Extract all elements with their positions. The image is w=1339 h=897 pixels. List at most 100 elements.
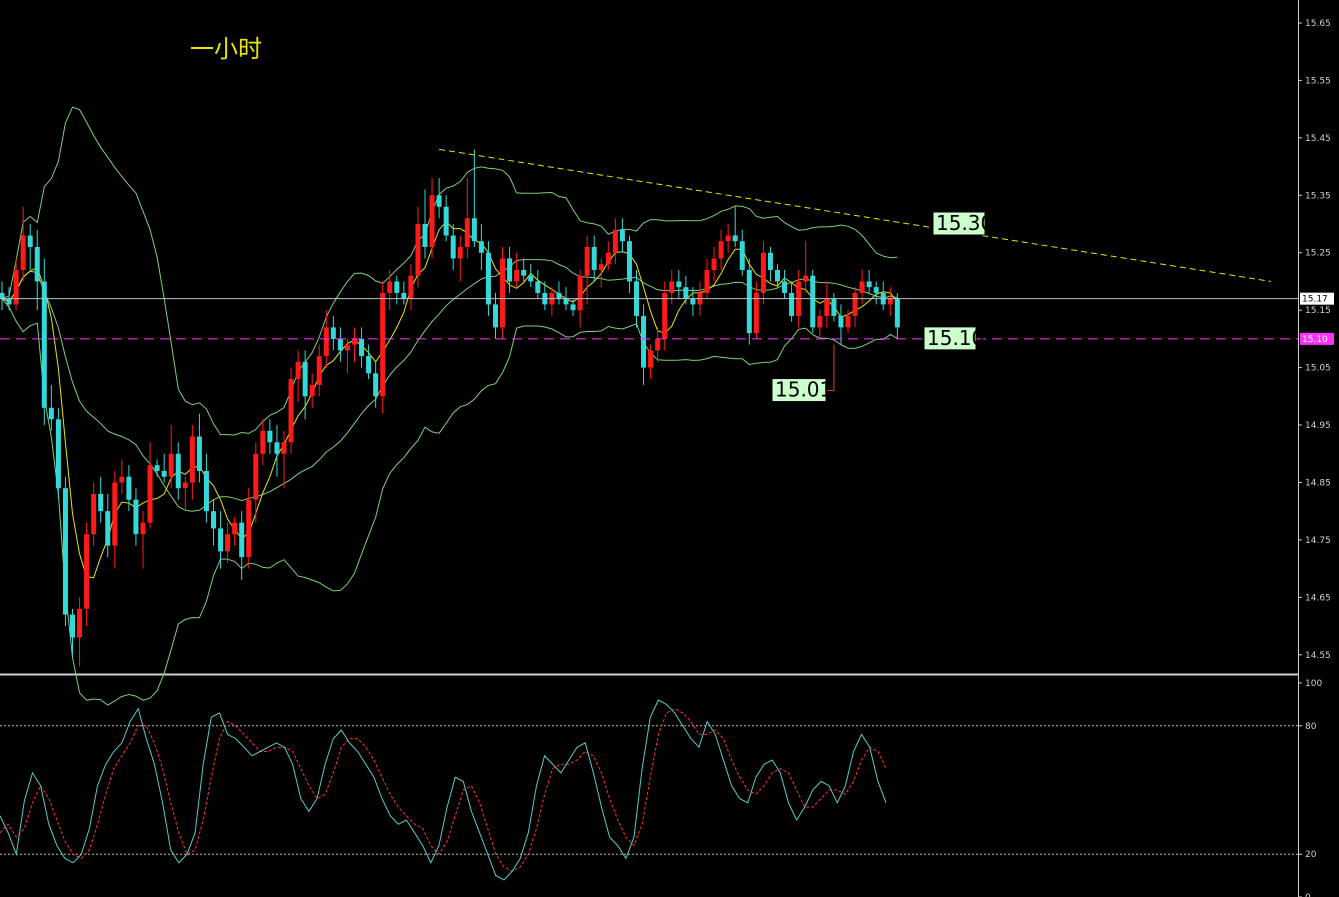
candle-body <box>70 614 75 638</box>
candle-body <box>218 528 224 552</box>
candle-body <box>852 292 858 316</box>
candle-body <box>232 522 238 535</box>
price-tick-label: 15.35 <box>1305 191 1331 201</box>
candle-body <box>485 252 491 305</box>
candle <box>415 206 421 288</box>
candle <box>295 350 301 403</box>
candle-body <box>84 534 90 609</box>
candle-body <box>267 430 273 443</box>
candle <box>493 292 498 339</box>
candle <box>584 235 590 305</box>
candle-body <box>450 235 456 259</box>
price-tick-label: 14.95 <box>1305 421 1331 431</box>
candle-body <box>810 275 816 328</box>
candle-body <box>253 453 259 500</box>
candle <box>302 350 308 420</box>
candle-body <box>387 281 393 293</box>
lower-band <box>1 298 898 706</box>
candle-body <box>824 298 830 316</box>
candle-body <box>41 281 47 408</box>
candle-body <box>344 344 350 351</box>
candle-body <box>767 252 773 270</box>
candle <box>112 470 118 569</box>
candle <box>485 241 491 316</box>
current-price-tag-label: 15.17 <box>1302 295 1328 305</box>
price-tick-label: 14.75 <box>1305 536 1331 546</box>
candle <box>789 281 795 322</box>
candle <box>267 419 273 454</box>
candle <box>619 218 625 253</box>
candle <box>753 281 759 339</box>
candle <box>105 493 111 558</box>
candle-body <box>683 287 689 299</box>
candle <box>62 476 68 627</box>
candle-body <box>831 298 837 316</box>
candle <box>246 488 252 569</box>
candle-body <box>782 281 788 293</box>
candle <box>831 292 837 322</box>
candle <box>182 476 188 512</box>
candle-body <box>429 195 435 247</box>
candle <box>676 269 682 299</box>
annotation-15-30: 15.30 <box>932 211 993 236</box>
candle-body <box>175 453 181 489</box>
candle-body <box>471 218 477 242</box>
candle-body <box>591 246 597 270</box>
candle-body <box>366 356 372 374</box>
candle <box>27 224 33 270</box>
price-tick-label: 15.45 <box>1305 134 1331 144</box>
candle-body <box>77 608 83 638</box>
candle <box>866 269 872 293</box>
candle <box>612 218 618 265</box>
support-price-tag-box <box>1300 332 1334 345</box>
annotation-label: 15.10 <box>927 326 984 350</box>
stoch-k-line <box>0 699 887 881</box>
candle <box>20 206 26 282</box>
candle <box>175 442 181 500</box>
candle <box>359 327 365 368</box>
candle <box>824 281 830 328</box>
candle-body <box>676 281 682 288</box>
candle-body <box>105 511 111 546</box>
candle <box>704 258 710 299</box>
candle-body <box>161 470 167 477</box>
annotation-box <box>932 211 986 236</box>
candle-body <box>337 338 343 351</box>
candle <box>119 459 125 494</box>
candle <box>126 465 132 512</box>
candle <box>232 516 238 546</box>
price-tick-label: 15.25 <box>1305 249 1331 259</box>
candle-body <box>168 453 174 477</box>
candle-body <box>690 298 696 305</box>
candle-body <box>394 281 400 293</box>
candle <box>344 338 350 374</box>
price-tick-label: 14.65 <box>1305 593 1331 603</box>
candle <box>41 258 47 426</box>
candle <box>535 269 541 299</box>
candle-body <box>873 287 879 293</box>
candle-body <box>521 269 527 276</box>
price-tick-label: 14.85 <box>1305 478 1331 488</box>
resistance-trendline <box>439 148 1272 282</box>
candle <box>500 246 506 339</box>
candle-body <box>34 246 40 282</box>
candle <box>845 310 851 334</box>
candle-body <box>401 292 407 299</box>
candle <box>330 315 336 351</box>
candle-body <box>196 436 202 471</box>
price-tick-label: 15.15 <box>1305 306 1331 316</box>
candle <box>154 459 160 477</box>
candle-body <box>648 350 654 368</box>
candle <box>605 241 611 270</box>
candle-body <box>154 465 160 471</box>
candle <box>521 258 527 282</box>
candle <box>873 281 879 305</box>
price-tick-label: 15.55 <box>1305 76 1331 86</box>
candle <box>98 476 104 523</box>
candle <box>380 281 386 414</box>
candle-body <box>584 246 590 276</box>
indicator-tick-label: 0 <box>1305 893 1311 897</box>
candle <box>0 281 5 311</box>
